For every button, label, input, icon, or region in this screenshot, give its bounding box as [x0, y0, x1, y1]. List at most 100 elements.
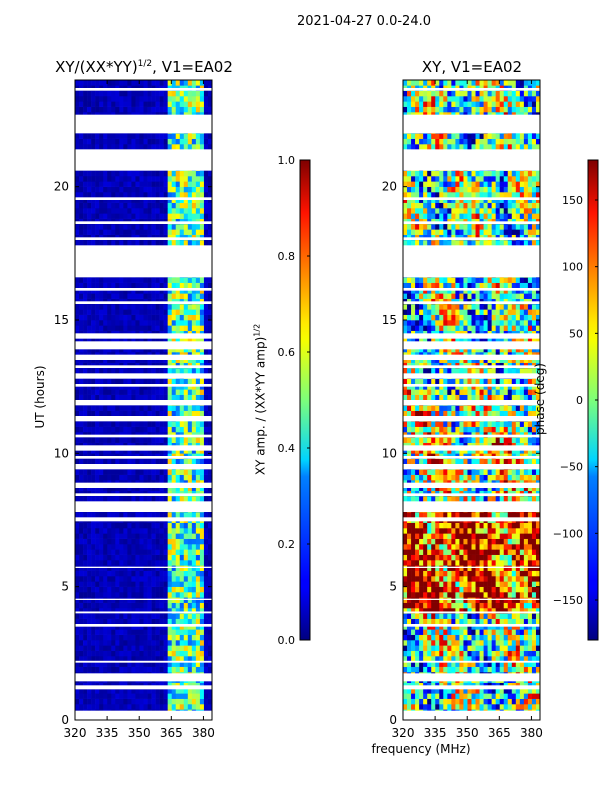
heatmap-cell	[191, 640, 197, 646]
heatmap-cell	[127, 645, 132, 651]
heatmap-cell	[175, 597, 181, 603]
heatmap-cell	[159, 496, 164, 502]
heatmap-cell	[183, 474, 189, 481]
heatmap-cell	[191, 314, 197, 321]
heatmap-cell	[191, 346, 197, 353]
heatmap-cell	[95, 320, 100, 326]
heatmap-cell	[131, 437, 136, 443]
heatmap-cell	[119, 624, 124, 630]
heatmap-cell	[119, 469, 124, 475]
heatmap-cell	[455, 698, 460, 705]
heatmap-cell	[159, 213, 164, 219]
heatmap-cell	[147, 570, 152, 577]
heatmap-cell	[183, 586, 189, 593]
heatmap-cell	[131, 288, 136, 294]
heatmap-cell	[111, 181, 116, 187]
heatmap-cell	[143, 544, 148, 550]
heatmap-cell	[427, 597, 432, 603]
heatmap-cell	[163, 528, 168, 534]
heatmap-cell	[87, 549, 92, 555]
heatmap-cell	[447, 688, 452, 694]
heatmap-cell	[143, 602, 148, 609]
heatmap-cell	[111, 704, 116, 710]
heatmap-cell	[99, 181, 104, 187]
heatmap-cell	[183, 394, 189, 401]
heatmap-cell	[467, 650, 472, 657]
heatmap-cell	[95, 469, 100, 475]
heatmap-cell	[91, 378, 96, 385]
heatmap-cell	[163, 602, 168, 609]
heatmap-cell	[199, 448, 205, 454]
heatmap-cell	[195, 96, 201, 102]
heatmap-cell	[91, 565, 96, 571]
heatmap-cell	[75, 208, 80, 214]
heatmap-cell	[155, 368, 160, 374]
heatmap-cell	[511, 624, 517, 630]
heatmap-cell	[171, 138, 177, 145]
heatmap-cell	[183, 101, 189, 107]
heatmap-cell	[507, 613, 513, 619]
heatmap-cell	[455, 645, 460, 651]
heatmap-cell	[99, 320, 104, 326]
heatmap-cell	[135, 629, 140, 635]
heatmap-cell	[199, 437, 205, 443]
heatmap-cell	[79, 528, 84, 534]
heatmap-cell	[75, 485, 80, 491]
heatmap-cell	[103, 602, 108, 609]
heatmap-cell	[459, 629, 464, 635]
heatmap-cell	[439, 592, 444, 598]
heatmap-cell	[503, 634, 509, 641]
heatmap-cell	[83, 229, 88, 235]
heatmap-cell	[527, 613, 533, 619]
heatmap-cell	[187, 698, 193, 705]
heatmap-cell	[187, 336, 193, 342]
heatmap-cell	[127, 314, 132, 321]
heatmap-cell	[479, 688, 484, 694]
heatmap-cell	[147, 512, 152, 518]
heatmap-cell	[131, 592, 136, 598]
heatmap-cell	[535, 629, 540, 635]
heatmap-cell	[135, 304, 140, 310]
heatmap-cell	[435, 650, 440, 657]
heatmap-cell	[163, 208, 168, 214]
heatmap-cell	[75, 320, 80, 326]
heatmap-cell	[139, 693, 144, 699]
heatmap-cell	[111, 176, 116, 182]
heatmap-cell	[175, 96, 181, 102]
heatmap-cell	[195, 426, 201, 433]
heatmap-cell	[531, 602, 537, 609]
heatmap-cell	[171, 437, 177, 443]
heatmap-cell	[143, 704, 148, 710]
heatmap-cell	[491, 650, 496, 657]
heatmap-cell	[123, 170, 128, 177]
heatmap-cell	[179, 336, 185, 342]
heatmap-cell	[163, 336, 168, 342]
heatmap-cell	[135, 613, 140, 619]
heatmap-cell	[95, 560, 100, 566]
heatmap-cell	[471, 608, 476, 614]
heatmap-cell	[491, 597, 496, 603]
heatmap-cell	[127, 325, 132, 331]
heatmap-cell	[83, 693, 88, 699]
heatmap-cell	[439, 698, 444, 705]
heatmap-cell	[127, 410, 132, 417]
heatmap-cell	[135, 469, 140, 475]
heatmap-cell	[91, 357, 96, 363]
heatmap-cell	[147, 106, 152, 113]
heatmap-cell	[199, 458, 205, 465]
heatmap-cell	[83, 608, 88, 614]
heatmap-cell	[159, 357, 164, 363]
heatmap-cell	[491, 645, 496, 651]
heatmap-cell	[119, 389, 124, 395]
heatmap-cell	[523, 629, 529, 635]
flagged-band	[75, 365, 212, 368]
flagged-band	[75, 456, 212, 459]
heatmap-cell	[163, 101, 168, 107]
heatmap-cell	[455, 618, 460, 625]
heatmap-cell	[527, 693, 533, 699]
heatmap-cell	[79, 325, 84, 331]
heatmap-cell	[143, 693, 148, 699]
heatmap-cell	[103, 629, 108, 635]
heatmap-cell	[87, 448, 92, 454]
heatmap-cell	[199, 560, 205, 566]
